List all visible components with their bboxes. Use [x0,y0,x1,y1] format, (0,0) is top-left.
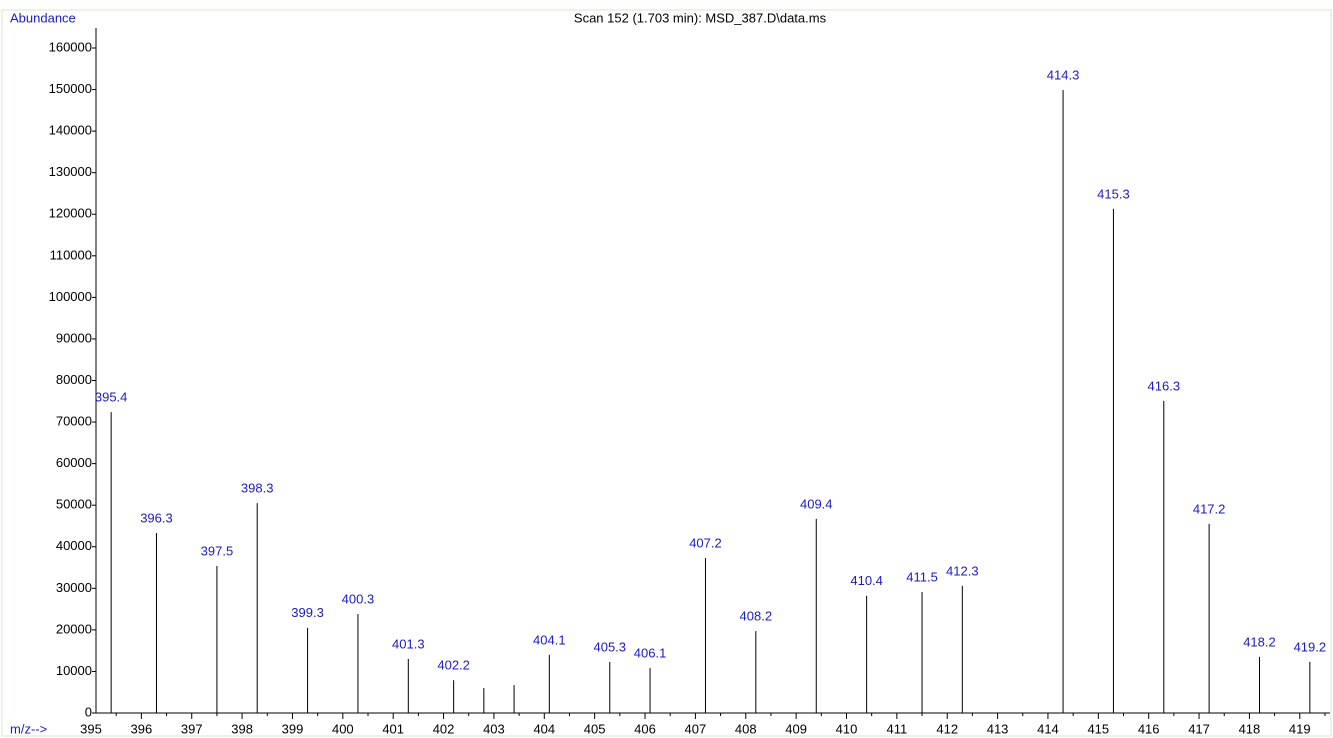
x-tick-label: 413 [987,721,1009,736]
chart-title: Scan 152 (1.703 min): MSD_387.D\data.ms [574,10,827,25]
y-tick-label: 30000 [56,580,92,595]
x-tick-label: 396 [131,721,153,736]
y-tick-label: 120000 [49,206,92,221]
y-tick-label: 100000 [49,289,92,304]
peak-label: 396.3 [140,510,173,525]
peak-label: 410.4 [850,573,883,588]
x-tick-label: 415 [1087,721,1109,736]
x-tick-label: 406 [634,721,656,736]
peak-label: 407.2 [689,535,722,550]
x-tick-label: 417 [1188,721,1210,736]
x-tick-label: 416 [1138,721,1160,736]
peak-label: 402.2 [437,658,470,673]
y-tick-label: 10000 [56,663,92,678]
peak-label: 417.2 [1193,501,1226,516]
x-tick-label: 410 [836,721,858,736]
x-tick-label: 404 [533,721,555,736]
x-tick-label: 414 [1037,721,1059,736]
peak-label: 397.5 [201,543,234,558]
peak-label: 414.3 [1047,67,1080,82]
y-tick-label: 140000 [49,123,92,138]
y-tick-label: 150000 [49,81,92,96]
peak-label: 404.1 [533,632,566,647]
x-tick-label: 418 [1239,721,1261,736]
peak-label: 411.5 [906,569,938,584]
y-tick-label: 50000 [56,497,92,512]
peak-label: 416.3 [1148,378,1181,393]
x-tick-label: 403 [483,721,505,736]
peak-label: 418.2 [1243,634,1276,649]
x-axis-label: m/z--> [10,721,47,736]
x-tick-label: 409 [785,721,807,736]
y-tick-label: 80000 [56,372,92,387]
x-tick-label: 395 [80,721,102,736]
peak-label: 398.3 [241,481,274,496]
peak-label: 408.2 [740,609,773,624]
frame [1,9,1332,737]
x-tick-label: 400 [332,721,354,736]
y-tick-label: 0 [85,704,92,719]
y-tick-label: 60000 [56,455,92,470]
x-tick-label: 402 [433,721,455,736]
y-tick-label: 90000 [56,330,92,345]
y-axis-label: Abundance [10,10,76,25]
y-tick-label: 70000 [56,414,92,429]
y-tick-label: 160000 [49,39,92,54]
y-tick-label: 110000 [50,247,92,262]
peak-label: 406.1 [634,646,667,661]
peak-label: 412.3 [946,563,979,578]
x-tick-label: 397 [181,721,203,736]
x-tick-label: 419 [1289,721,1311,736]
x-tick-label: 412 [936,721,958,736]
x-tick-label: 408 [735,721,757,736]
x-tick-label: 405 [584,721,606,736]
peak-label: 400.3 [342,592,375,607]
y-tick-label: 130000 [49,164,92,179]
peak-label: 401.3 [392,636,425,651]
x-tick-label: 398 [231,721,253,736]
x-tick-label: 407 [685,721,707,736]
peak-label: 405.3 [593,639,626,654]
y-tick-label: 40000 [56,538,92,553]
peak-label: 409.4 [800,496,833,511]
peak-label: 395.4 [95,390,128,405]
peak-label: 419.2 [1294,639,1327,654]
peak-label: 399.3 [291,605,324,620]
y-tick-label: 20000 [56,621,92,636]
x-tick-label: 401 [382,721,404,736]
peak-label: 415.3 [1097,186,1130,201]
x-tick-label: 411 [886,721,907,736]
x-tick-label: 399 [282,721,304,736]
